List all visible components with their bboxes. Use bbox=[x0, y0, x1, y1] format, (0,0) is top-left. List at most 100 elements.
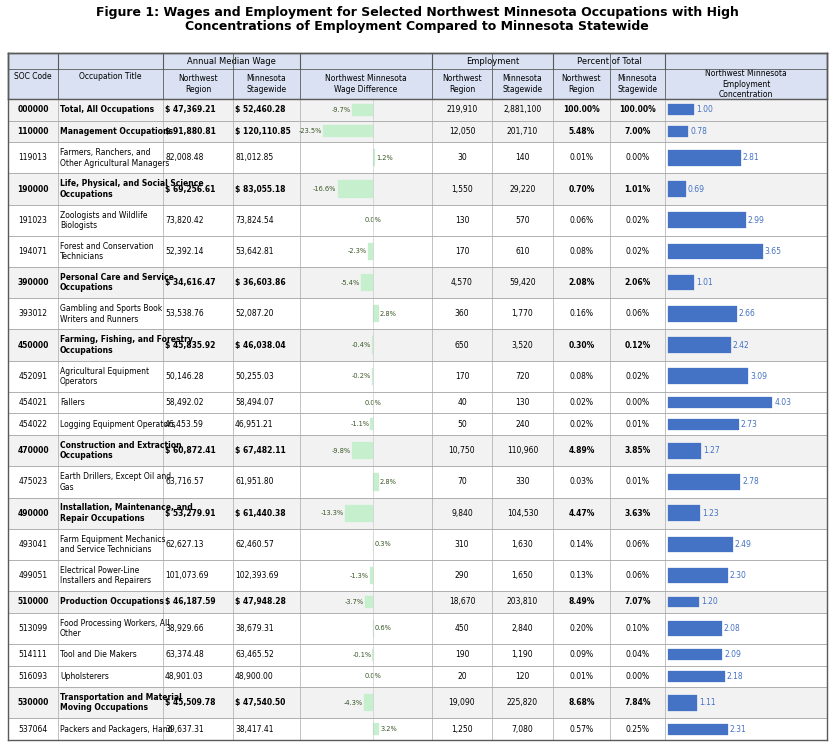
Text: 82,008.48: 82,008.48 bbox=[165, 153, 204, 162]
Bar bbox=[8, 205, 827, 236]
Text: 59,420: 59,420 bbox=[509, 278, 536, 287]
Bar bbox=[352, 442, 372, 459]
Text: -9.7%: -9.7% bbox=[332, 107, 351, 113]
Bar bbox=[8, 466, 827, 497]
Text: 50,146.28: 50,146.28 bbox=[165, 372, 204, 381]
Text: 4,570: 4,570 bbox=[451, 278, 473, 287]
Text: 2.66: 2.66 bbox=[739, 310, 756, 319]
Text: 454022: 454022 bbox=[18, 420, 48, 429]
Text: 493041: 493041 bbox=[18, 540, 48, 549]
Text: 38,679.31: 38,679.31 bbox=[235, 624, 274, 633]
Text: 1.01: 1.01 bbox=[696, 278, 713, 287]
Text: 58,492.02: 58,492.02 bbox=[165, 398, 204, 407]
Text: 2.08%: 2.08% bbox=[569, 278, 595, 287]
Text: Production Occupations: Production Occupations bbox=[60, 598, 164, 607]
Text: 2.18: 2.18 bbox=[726, 672, 743, 681]
Bar bbox=[8, 392, 827, 414]
Bar bbox=[8, 435, 827, 466]
Bar bbox=[8, 174, 827, 205]
Text: 1,770: 1,770 bbox=[512, 310, 534, 319]
Bar bbox=[668, 181, 686, 197]
Text: Personal Care and Service
Occupations: Personal Care and Service Occupations bbox=[60, 273, 174, 292]
Bar bbox=[8, 666, 827, 687]
Text: Total, All Occupations: Total, All Occupations bbox=[60, 105, 154, 114]
Text: Farm Equipment Mechanics
and Service Technicians: Farm Equipment Mechanics and Service Tec… bbox=[60, 535, 165, 554]
Text: $ 91,880.81: $ 91,880.81 bbox=[165, 127, 216, 136]
Text: Electrical Power-Line
Installers and Repairers: Electrical Power-Line Installers and Rep… bbox=[60, 565, 151, 585]
Bar bbox=[8, 120, 827, 142]
Text: 2.81: 2.81 bbox=[743, 153, 760, 162]
Text: -3.7%: -3.7% bbox=[345, 599, 364, 605]
Text: $ 120,110.85: $ 120,110.85 bbox=[235, 127, 291, 136]
Text: 38,417.41: 38,417.41 bbox=[235, 725, 274, 734]
Text: 0.01%: 0.01% bbox=[569, 672, 594, 681]
Text: Farming, Fishing, and Forestry
Occupations: Farming, Fishing, and Forestry Occupatio… bbox=[60, 335, 193, 355]
Text: 110,960: 110,960 bbox=[507, 447, 539, 456]
Bar bbox=[8, 236, 827, 267]
Bar bbox=[8, 529, 827, 560]
Text: 63,465.52: 63,465.52 bbox=[235, 650, 274, 659]
Text: Annual Median Wage: Annual Median Wage bbox=[187, 57, 276, 66]
Text: $ 53,279.91: $ 53,279.91 bbox=[165, 509, 215, 518]
Text: 0.00%: 0.00% bbox=[625, 153, 650, 162]
Text: 7.00%: 7.00% bbox=[625, 127, 650, 136]
Text: 70: 70 bbox=[457, 477, 467, 486]
Bar bbox=[370, 418, 372, 430]
Text: -5.4%: -5.4% bbox=[341, 280, 360, 286]
Text: 537064: 537064 bbox=[18, 725, 48, 734]
Text: 0.10%: 0.10% bbox=[625, 624, 650, 633]
Text: 62,627.13: 62,627.13 bbox=[165, 540, 204, 549]
Text: Gambling and Sports Book
Writers and Runners: Gambling and Sports Book Writers and Run… bbox=[60, 304, 162, 324]
Text: 58,494.07: 58,494.07 bbox=[235, 398, 274, 407]
Text: 29,220: 29,220 bbox=[509, 185, 536, 194]
Text: 0.03%: 0.03% bbox=[569, 477, 594, 486]
Text: Northwest
Region: Northwest Region bbox=[562, 74, 601, 94]
Text: 40: 40 bbox=[457, 398, 467, 407]
Text: 1,650: 1,650 bbox=[512, 571, 534, 580]
Text: $ 34,616.47: $ 34,616.47 bbox=[165, 278, 215, 287]
Text: 7.07%: 7.07% bbox=[625, 598, 650, 607]
Bar bbox=[668, 306, 737, 322]
Text: 52,392.14: 52,392.14 bbox=[165, 247, 204, 256]
Text: 513099: 513099 bbox=[18, 624, 48, 633]
Bar bbox=[372, 305, 378, 322]
Text: 0.06%: 0.06% bbox=[625, 540, 650, 549]
Bar bbox=[668, 649, 722, 660]
Text: Upholsterers: Upholsterers bbox=[60, 672, 109, 681]
Text: Northwest
Region: Northwest Region bbox=[178, 74, 218, 94]
Bar bbox=[8, 560, 827, 591]
Text: 0.06%: 0.06% bbox=[625, 310, 650, 319]
Text: 0.20%: 0.20% bbox=[569, 624, 594, 633]
Text: 2.42: 2.42 bbox=[733, 340, 750, 349]
Bar bbox=[8, 267, 827, 298]
Text: 530000: 530000 bbox=[18, 699, 48, 708]
Text: -13.3%: -13.3% bbox=[321, 510, 343, 516]
Bar bbox=[668, 621, 722, 636]
Text: -1.3%: -1.3% bbox=[350, 572, 369, 578]
Text: 450: 450 bbox=[455, 624, 469, 633]
Bar bbox=[8, 718, 827, 740]
Text: 170: 170 bbox=[455, 247, 469, 256]
Bar bbox=[8, 298, 827, 329]
Text: $ 47,540.50: $ 47,540.50 bbox=[235, 699, 286, 708]
Text: Logging Equipment Operators: Logging Equipment Operators bbox=[60, 420, 175, 429]
Bar bbox=[372, 473, 378, 491]
Bar bbox=[668, 474, 740, 490]
Text: 0.25%: 0.25% bbox=[625, 725, 650, 734]
Text: 0.01%: 0.01% bbox=[625, 477, 650, 486]
Text: 0.00%: 0.00% bbox=[625, 672, 650, 681]
Bar bbox=[668, 337, 731, 353]
Text: 0.3%: 0.3% bbox=[374, 542, 391, 548]
Bar bbox=[372, 620, 374, 637]
Text: Packers and Packagers, Hand: Packers and Packagers, Hand bbox=[60, 725, 173, 734]
Text: 38,929.66: 38,929.66 bbox=[165, 624, 204, 633]
Text: $ 61,440.38: $ 61,440.38 bbox=[235, 509, 286, 518]
Bar bbox=[8, 142, 827, 174]
Text: 12,050: 12,050 bbox=[448, 127, 475, 136]
Text: $ 83,055.18: $ 83,055.18 bbox=[235, 185, 286, 194]
Text: 0.6%: 0.6% bbox=[375, 625, 392, 631]
Text: 0.30%: 0.30% bbox=[569, 340, 595, 349]
Bar bbox=[8, 329, 827, 361]
Text: 0.14%: 0.14% bbox=[569, 540, 594, 549]
Text: 1,250: 1,250 bbox=[451, 725, 473, 734]
